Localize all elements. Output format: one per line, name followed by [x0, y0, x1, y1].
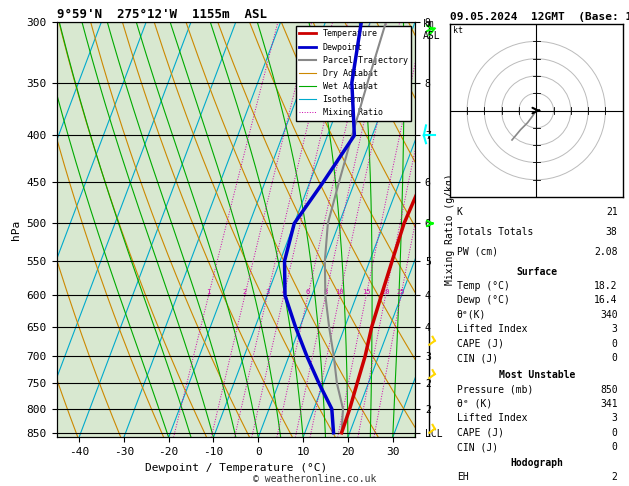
Text: 8: 8 — [323, 289, 328, 295]
Text: θᵉ (K): θᵉ (K) — [457, 399, 492, 409]
Text: 4: 4 — [282, 289, 286, 295]
Text: 2: 2 — [612, 472, 618, 482]
Text: 1: 1 — [206, 289, 211, 295]
Text: 15: 15 — [362, 289, 370, 295]
Text: 0: 0 — [612, 442, 618, 452]
Text: 0: 0 — [612, 339, 618, 349]
Text: Totals Totals: Totals Totals — [457, 227, 533, 237]
Legend: Temperature, Dewpoint, Parcel Trajectory, Dry Adiabat, Wet Adiabat, Isotherm, Mi: Temperature, Dewpoint, Parcel Trajectory… — [296, 26, 411, 121]
Text: 2.08: 2.08 — [594, 246, 618, 257]
Text: 3: 3 — [612, 324, 618, 334]
Text: K: K — [457, 207, 462, 217]
Text: Pressure (mb): Pressure (mb) — [457, 384, 533, 395]
Text: CIN (J): CIN (J) — [457, 353, 498, 363]
Text: 6: 6 — [306, 289, 310, 295]
Text: 18.2: 18.2 — [594, 281, 618, 291]
Text: Temp (°C): Temp (°C) — [457, 281, 509, 291]
Text: 10: 10 — [336, 289, 344, 295]
Text: 340: 340 — [600, 310, 618, 320]
Text: EH: EH — [457, 472, 469, 482]
Text: 0: 0 — [612, 428, 618, 438]
Text: kt: kt — [453, 26, 463, 35]
Text: 341: 341 — [600, 399, 618, 409]
Text: 3: 3 — [265, 289, 269, 295]
Text: © weatheronline.co.uk: © weatheronline.co.uk — [253, 473, 376, 484]
X-axis label: Dewpoint / Temperature (°C): Dewpoint / Temperature (°C) — [145, 463, 327, 473]
Text: 16.4: 16.4 — [594, 295, 618, 306]
Text: Dewp (°C): Dewp (°C) — [457, 295, 509, 306]
Text: Lifted Index: Lifted Index — [457, 324, 527, 334]
Text: 0: 0 — [612, 353, 618, 363]
Text: 2: 2 — [243, 289, 247, 295]
Text: Surface: Surface — [516, 267, 558, 277]
Text: CIN (J): CIN (J) — [457, 442, 498, 452]
Text: 850: 850 — [600, 384, 618, 395]
Text: 20: 20 — [381, 289, 390, 295]
Text: CAPE (J): CAPE (J) — [457, 339, 504, 349]
Text: 25: 25 — [397, 289, 405, 295]
Text: 09.05.2024  12GMT  (Base: 12): 09.05.2024 12GMT (Base: 12) — [450, 12, 629, 22]
Text: km
ASL: km ASL — [423, 19, 441, 41]
Text: θᵉ(K): θᵉ(K) — [457, 310, 486, 320]
Text: Hodograph: Hodograph — [511, 458, 564, 468]
Y-axis label: Mixing Ratio (g/kg): Mixing Ratio (g/kg) — [445, 174, 455, 285]
Y-axis label: hPa: hPa — [11, 220, 21, 240]
Text: 9°59'N  275°12'W  1155m  ASL: 9°59'N 275°12'W 1155m ASL — [57, 8, 267, 21]
Text: 38: 38 — [606, 227, 618, 237]
Text: 3: 3 — [612, 414, 618, 423]
Text: 21: 21 — [606, 207, 618, 217]
Text: PW (cm): PW (cm) — [457, 246, 498, 257]
Text: Lifted Index: Lifted Index — [457, 414, 527, 423]
Text: Most Unstable: Most Unstable — [499, 370, 576, 380]
Text: CAPE (J): CAPE (J) — [457, 428, 504, 438]
